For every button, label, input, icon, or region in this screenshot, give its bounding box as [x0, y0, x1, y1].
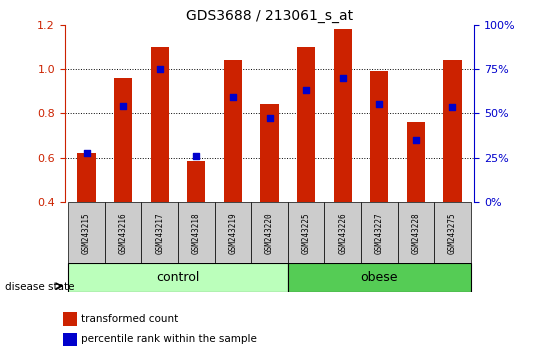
Bar — [64, 333, 77, 346]
Point — [338, 75, 347, 81]
Bar — [215, 202, 251, 264]
Bar — [68, 202, 105, 264]
Point — [82, 150, 91, 156]
Text: GSM243226: GSM243226 — [338, 212, 347, 253]
Point — [192, 154, 201, 159]
Text: GDS3688 / 213061_s_at: GDS3688 / 213061_s_at — [186, 9, 353, 23]
Text: control: control — [156, 271, 200, 284]
Bar — [114, 78, 133, 202]
Bar — [288, 263, 471, 292]
Point — [302, 87, 310, 93]
Text: GSM243220: GSM243220 — [265, 212, 274, 253]
Bar — [297, 47, 315, 202]
Point — [119, 103, 128, 108]
Point — [375, 102, 384, 107]
Bar — [224, 60, 242, 202]
Text: GSM243219: GSM243219 — [229, 212, 237, 253]
Point — [411, 137, 420, 143]
Text: GSM243225: GSM243225 — [302, 212, 310, 253]
Bar — [288, 202, 324, 264]
Bar — [105, 202, 141, 264]
Bar — [443, 60, 461, 202]
Bar — [178, 202, 215, 264]
Text: GSM243217: GSM243217 — [155, 212, 164, 253]
Text: GSM243216: GSM243216 — [119, 212, 128, 253]
Point — [229, 94, 237, 99]
Text: disease state: disease state — [5, 282, 75, 292]
Text: GSM243275: GSM243275 — [448, 212, 457, 253]
Bar — [68, 263, 288, 292]
Point — [448, 104, 457, 109]
Text: GSM243218: GSM243218 — [192, 212, 201, 253]
Bar — [64, 312, 77, 326]
Point — [265, 115, 274, 120]
Bar — [141, 202, 178, 264]
Text: percentile rank within the sample: percentile rank within the sample — [81, 335, 257, 344]
Bar — [361, 202, 398, 264]
Bar — [251, 202, 288, 264]
Text: GSM243215: GSM243215 — [82, 212, 91, 253]
Bar — [150, 47, 169, 202]
Point — [155, 66, 164, 72]
Text: obese: obese — [361, 271, 398, 284]
Bar — [370, 71, 389, 202]
Bar — [78, 153, 96, 202]
Bar — [324, 202, 361, 264]
Bar — [260, 104, 279, 202]
Text: transformed count: transformed count — [81, 314, 178, 324]
Text: GSM243227: GSM243227 — [375, 212, 384, 253]
Bar — [398, 202, 434, 264]
Bar — [434, 202, 471, 264]
Bar — [187, 161, 205, 202]
Text: GSM243228: GSM243228 — [411, 212, 420, 253]
Bar — [406, 122, 425, 202]
Bar — [334, 29, 352, 202]
